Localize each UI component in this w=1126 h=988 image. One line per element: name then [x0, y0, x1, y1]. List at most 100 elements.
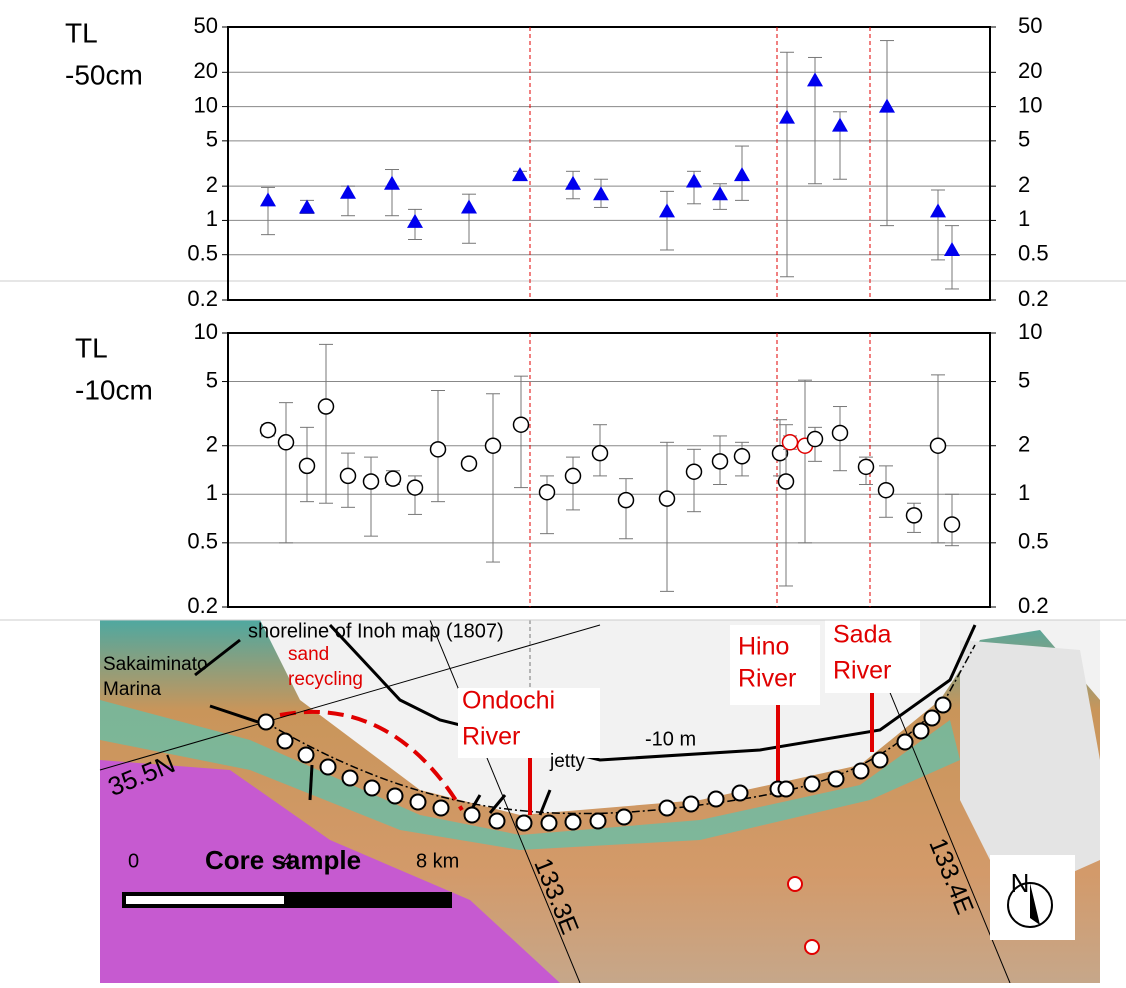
circle-marker	[319, 399, 334, 414]
site-marker	[805, 777, 820, 792]
triangle-marker	[879, 99, 895, 113]
error-bar	[931, 375, 945, 543]
y-label: -50cm	[65, 59, 143, 90]
triangle-marker	[340, 185, 356, 199]
circle-marker	[364, 474, 379, 489]
y2-tick-label: 0.2	[1018, 286, 1049, 311]
map-label: 8 km	[416, 850, 459, 872]
circle-marker	[859, 459, 874, 474]
circle-marker	[833, 425, 848, 440]
y2-tick-label: 0.5	[1018, 529, 1049, 554]
circle-marker	[341, 468, 356, 483]
triangle-marker	[779, 110, 795, 124]
y2-tick-label: 0.5	[1018, 241, 1049, 266]
map-label: sand	[288, 644, 329, 665]
map-label: Sada	[833, 621, 891, 649]
map-label: River	[462, 723, 520, 751]
map-label: 0	[128, 850, 139, 872]
site-marker	[321, 760, 336, 775]
circle-marker	[386, 471, 401, 486]
error-bar	[279, 403, 293, 543]
site-marker	[591, 814, 606, 829]
map: shoreline of Inoh map (1807)sand recyclin…	[100, 618, 1100, 983]
plot-frame	[228, 27, 990, 300]
triangle-marker	[565, 176, 581, 190]
triangle-marker	[807, 72, 823, 86]
y-tick-label: 0.2	[187, 593, 218, 618]
circle-marker	[300, 458, 315, 473]
circle-marker	[735, 449, 750, 464]
error-bar	[880, 41, 894, 226]
map-label: N	[1011, 868, 1030, 898]
triangle-marker	[734, 167, 750, 181]
y-label: TL	[65, 17, 98, 48]
site-marker	[617, 810, 632, 825]
map-label: shoreline of Inoh map (1807)	[248, 620, 504, 642]
site-marker	[898, 735, 913, 750]
site-marker	[733, 786, 748, 801]
site-marker	[490, 814, 505, 829]
site-marker	[388, 789, 403, 804]
circle-marker	[462, 456, 477, 471]
map-label: River	[833, 657, 891, 685]
circle-marker	[879, 483, 894, 498]
circle-marker	[279, 435, 294, 450]
y-label: -10cm	[75, 374, 153, 405]
circle-marker	[713, 454, 728, 469]
circle-marker	[593, 446, 608, 461]
circle-marker	[779, 474, 794, 489]
y-tick-label: 50	[194, 13, 218, 38]
site-marker	[299, 748, 314, 763]
triangle-marker	[461, 199, 477, 213]
map-label: jetty	[549, 751, 585, 772]
y2-tick-label: 2	[1018, 432, 1030, 457]
figure: shoreline of Inoh map (1807)sand recyclin…	[0, 0, 1126, 983]
y2-tick-label: 5	[1018, 367, 1030, 392]
triangle-marker	[832, 118, 848, 132]
site-marker	[873, 753, 888, 768]
site-marker	[566, 815, 581, 830]
triangle-marker	[944, 242, 960, 256]
y-tick-label: 0.5	[187, 529, 218, 554]
scale-bar	[126, 896, 284, 904]
y-tick-label: 0.5	[187, 241, 218, 266]
map-label: Sakaiminato	[103, 654, 208, 675]
error-bar	[687, 449, 701, 511]
y2-tick-label: 0.2	[1018, 593, 1049, 618]
y-tick-label: 5	[206, 127, 218, 152]
y-tick-label: 2	[206, 172, 218, 197]
map-label: Marina	[103, 679, 162, 700]
y-label: TL	[75, 332, 108, 363]
circle-marker	[660, 491, 675, 506]
error-bar	[319, 344, 333, 503]
site-marker	[517, 816, 532, 831]
site-marker	[660, 801, 675, 816]
error-bar	[945, 226, 959, 289]
circle-marker	[566, 468, 581, 483]
error-bar	[364, 457, 378, 536]
map-label: River	[738, 665, 796, 693]
circle-marker	[907, 508, 922, 523]
triangle-marker	[407, 214, 423, 228]
map-label: recycling	[288, 669, 363, 690]
site-marker	[434, 801, 449, 816]
site-marker	[542, 816, 557, 831]
site-marker	[914, 724, 929, 739]
site-marker	[788, 877, 802, 891]
map-label: Ondochi	[462, 687, 555, 715]
site-marker	[936, 698, 951, 713]
y2-tick-label: 10	[1018, 92, 1042, 117]
site-marker	[805, 940, 819, 954]
site-marker	[465, 808, 480, 823]
y-tick-label: 2	[206, 432, 218, 457]
triangle-marker	[686, 173, 702, 187]
circle-marker	[687, 464, 702, 479]
map-label: Hino	[738, 633, 789, 661]
y-tick-label: 1	[206, 206, 218, 231]
triangle-marker	[593, 186, 609, 200]
circle-marker	[931, 438, 946, 453]
circle-marker	[808, 432, 823, 447]
y2-tick-label: 1	[1018, 480, 1030, 505]
site-marker	[365, 781, 380, 796]
error-bar	[931, 190, 945, 260]
